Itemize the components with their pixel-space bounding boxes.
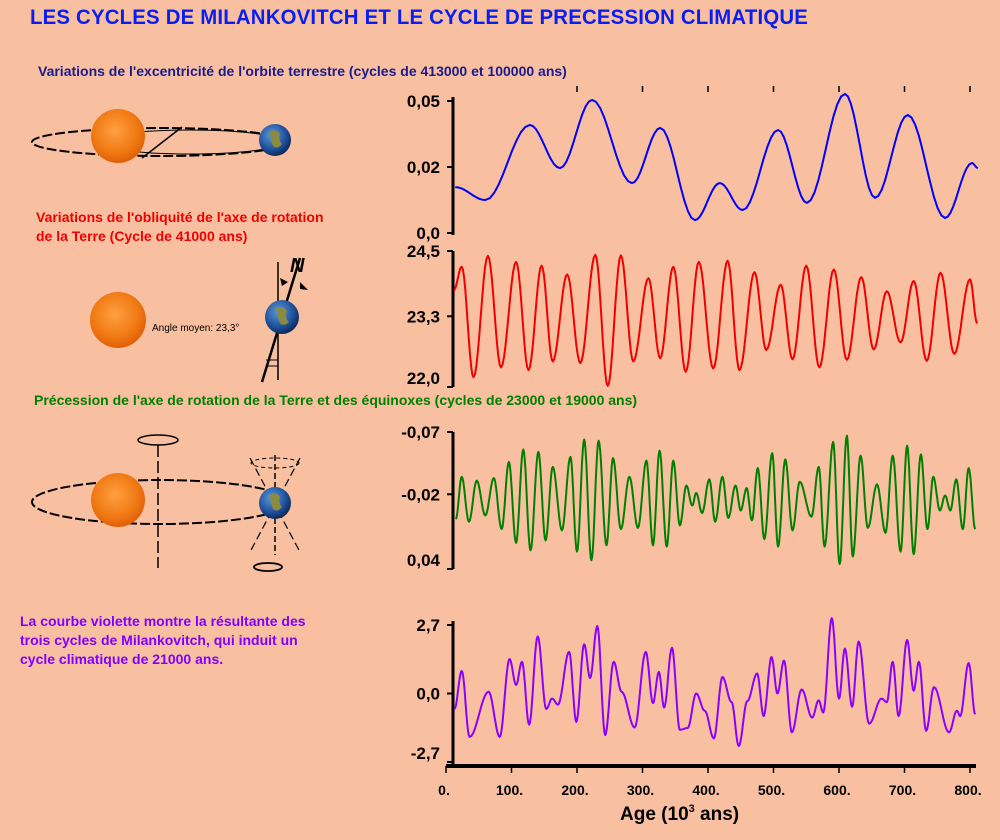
precession-y-tick-label: 0,04 [407, 551, 441, 570]
precession-cone-top [250, 457, 300, 469]
obliquity-curve [453, 253, 979, 387]
x-tick-label: 800. [954, 782, 981, 798]
resultant-y-tick-label: -2,7 [411, 744, 440, 763]
sun-icon [90, 292, 146, 348]
sun-icon [91, 473, 145, 527]
charts: 0,050,020,024,523,322,0-0,07-0,020,042,7… [401, 92, 979, 765]
obliquity-y-tick-label: 22,0 [407, 369, 440, 388]
eccentricity-caption: Variations de l'excentricité de l'orbite… [38, 63, 567, 79]
resultant-y-tick-label: 0,0 [416, 685, 440, 704]
x-tick-label: 200. [561, 782, 588, 798]
resultant-curve [453, 617, 977, 747]
x-tick-label: 300. [627, 782, 654, 798]
rotation-arrow [253, 562, 283, 572]
earth-continent [270, 130, 282, 148]
angle-arc [266, 359, 278, 367]
x-tick-label: 700. [889, 782, 916, 798]
orbit-line [141, 126, 183, 159]
obliquity-caption: Variations de l'obliquité de l'axe de ro… [36, 208, 324, 246]
eccentricity-y-tick-label: 0,0 [416, 224, 440, 243]
eccentricity-y-tick-label: 0,02 [407, 158, 440, 177]
page-title: LES CYCLES DE MILANKOVITCH ET LE CYCLE D… [30, 6, 809, 29]
angle-label: Angle moyen: 23,3° [152, 323, 239, 334]
precession-panel: -0,07 -0,02 0,04 [401, 423, 977, 570]
tilt-arrow-icon [280, 278, 308, 290]
resultant-caption: La courbe violette montre la résultante … [20, 612, 306, 669]
eccentricity-illustration [31, 109, 291, 163]
rotation-arrow [137, 434, 179, 446]
x-axis: 0. 100. 200. 300. 400. 500. 600. 700. 800. [438, 86, 982, 798]
precession-curve [454, 434, 977, 565]
eccentricity-curve [455, 92, 979, 222]
resultant-caption-line: cycle climatique de 21000 ans. [20, 651, 224, 667]
x-tick-label: 100. [496, 782, 523, 798]
x-axis-title: Age (103 ans) [620, 803, 739, 825]
obliquity-illustration: Angle moyen: 23,3° N [90, 255, 308, 383]
x-tick-label: 0. [438, 782, 450, 798]
orbit-ellipse [31, 479, 289, 525]
obliquity-caption-line: de la Terre (Cycle de 41000 ans) [36, 228, 248, 244]
x-axis-title-text: Age (10 [620, 804, 689, 825]
eccentricity-panel: 0,05 0,02 0,0 [407, 92, 979, 243]
precession-y-tick-label: -0,02 [401, 485, 440, 504]
precession-illustration [31, 434, 301, 572]
obliquity-y-tick-label: 23,3 [407, 307, 440, 326]
obliquity-caption-line: Variations de l'obliquité de l'axe de ro… [36, 209, 324, 225]
resultant-y-tick-label: 2,7 [416, 616, 440, 635]
resultant-caption-line: trois cycles de Milankovitch, qui induit… [20, 632, 298, 648]
earth-continent [276, 307, 289, 325]
obliquity-y-tick-label: 24,5 [407, 242, 440, 261]
resultant-caption-line: La courbe violette montre la résultante … [20, 613, 306, 629]
orbit-ellipse [31, 127, 289, 157]
earth-continent [270, 493, 282, 511]
sun-icon [91, 109, 145, 163]
x-axis-title-sup: 3 [689, 803, 695, 815]
precession-caption: Précession de l'axe de rotation de la Te… [34, 392, 638, 408]
x-tick-label: 400. [692, 782, 719, 798]
x-axis-title-end: ans) [695, 804, 739, 825]
x-tick-label: 600. [823, 782, 850, 798]
x-tick-label: 500. [758, 782, 785, 798]
north-label: N [290, 255, 305, 277]
obliquity-panel: 24,5 23,3 22,0 [407, 242, 979, 388]
precession-y-tick-label: -0,07 [401, 423, 440, 442]
resultant-panel: 2,7 0,0 -2,7 [411, 616, 977, 765]
eccentricity-y-tick-label: 0,05 [407, 92, 440, 111]
